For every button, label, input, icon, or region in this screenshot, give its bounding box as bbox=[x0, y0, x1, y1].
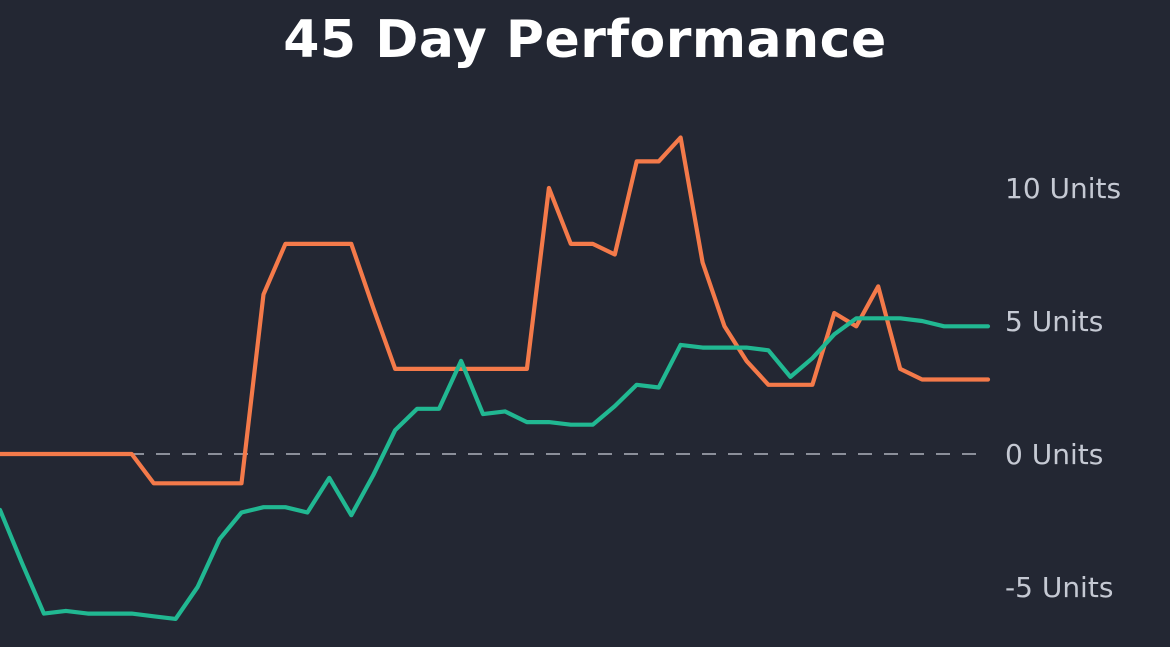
series-line-2 bbox=[0, 316, 991, 622]
y-tick-label: 10 Units bbox=[1005, 172, 1121, 205]
chart-title: 45 Day Performance bbox=[283, 10, 887, 70]
y-axis-ticks: 10 Units 5 Units 0 Units -5 Units bbox=[1005, 172, 1121, 604]
y-tick-label: -5 Units bbox=[1005, 571, 1113, 604]
y-tick-label: 0 Units bbox=[1005, 438, 1103, 471]
series-layer bbox=[0, 135, 991, 622]
series-line-1 bbox=[0, 135, 991, 486]
y-tick-label: 5 Units bbox=[1005, 305, 1103, 338]
